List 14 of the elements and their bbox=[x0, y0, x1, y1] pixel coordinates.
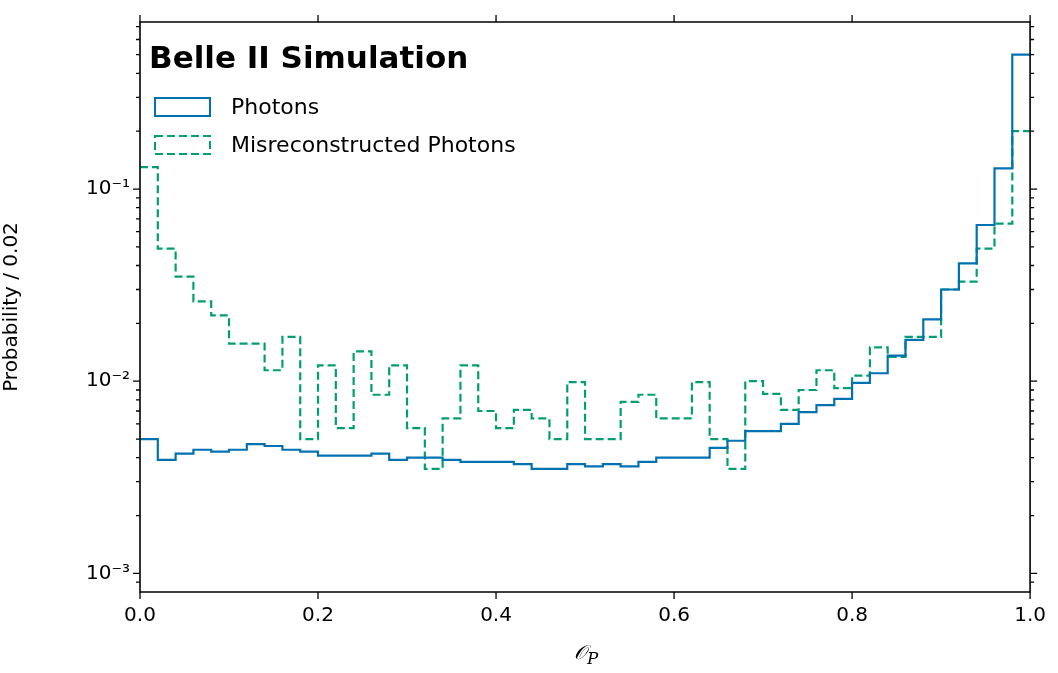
legend-label: Misreconstructed Photons bbox=[231, 131, 516, 157]
legend-label: Photons bbox=[231, 93, 320, 119]
y-tick-label: 10⁻³ bbox=[85, 559, 130, 584]
y-tick-label: 10⁻² bbox=[85, 367, 130, 392]
x-axis-title: 𝒪$_{P}$ bbox=[572, 640, 600, 668]
x-tick-label: 0.8 bbox=[836, 602, 868, 627]
y-tick-label: 10⁻¹ bbox=[85, 175, 130, 200]
x-tick-label: 0.2 bbox=[302, 602, 334, 627]
text: Belle II Simulation bbox=[149, 39, 469, 75]
x-tick-label: 1.0 bbox=[1014, 602, 1046, 627]
x-tick-label: 0.6 bbox=[658, 602, 690, 627]
x-tick-label: 0.4 bbox=[480, 602, 512, 627]
y-axis-title: Probability / 0.02 bbox=[0, 222, 23, 392]
x-tick-label: 0.0 bbox=[124, 602, 156, 627]
